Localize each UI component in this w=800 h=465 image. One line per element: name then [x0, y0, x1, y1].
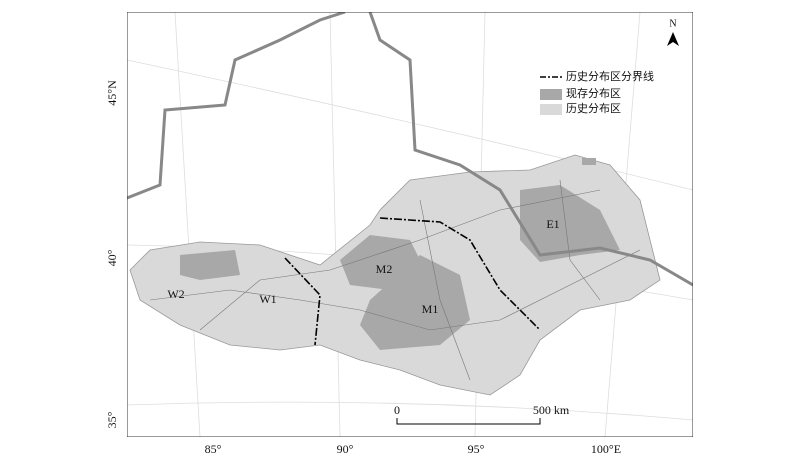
national-border — [127, 12, 693, 287]
region-label: W2 — [167, 287, 184, 301]
roads — [149, 179, 641, 381]
legend-label: 历史分布区 — [566, 102, 621, 115]
legend-label: 现存分布区 — [566, 86, 621, 100]
north-arrow — [667, 32, 679, 46]
scale-label: 500 km — [533, 403, 570, 417]
legend: 历史分布区分界线 现存分布区 历史分布区 — [540, 69, 654, 115]
legend-label: 历史分布区分界线 — [566, 69, 654, 83]
region-label: M2 — [376, 262, 393, 276]
lat-label: 40° — [105, 249, 119, 266]
north-label: N — [669, 18, 676, 29]
division-line — [284, 217, 541, 346]
lat-label: 35° — [105, 411, 119, 428]
region-label: E1 — [546, 217, 559, 231]
legend-swatch — [540, 89, 562, 100]
current-range — [180, 158, 620, 350]
lat-label: 45°N — [105, 80, 119, 106]
region-label: M1 — [422, 302, 439, 316]
scale-bar: 0 500 km — [394, 403, 570, 425]
map-body — [127, 12, 693, 437]
lon-label: 90° — [337, 442, 354, 456]
scale-label: 0 — [394, 403, 400, 417]
lon-label: 100°E — [591, 442, 621, 456]
lon-label: 85° — [205, 442, 222, 456]
region-label: W1 — [259, 292, 276, 306]
lon-label: 95° — [468, 442, 485, 456]
legend-swatch — [540, 104, 562, 115]
